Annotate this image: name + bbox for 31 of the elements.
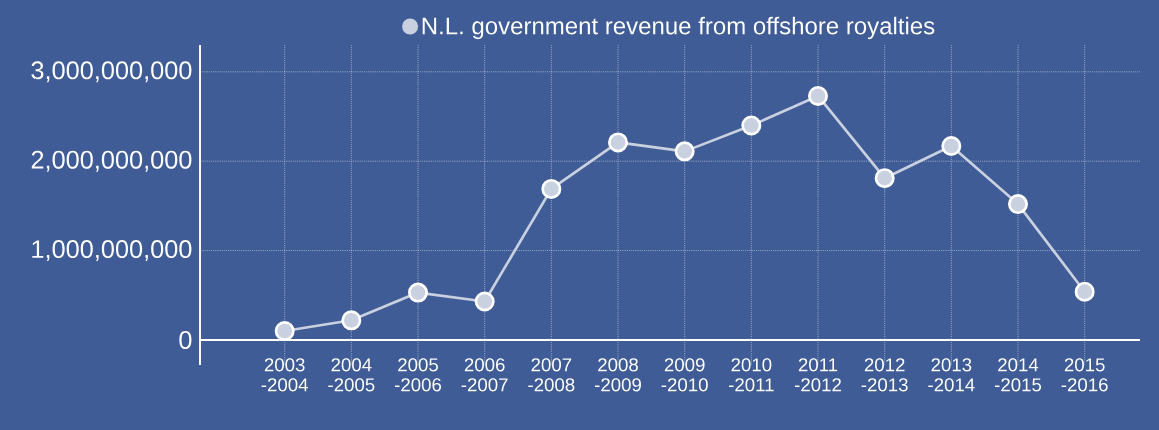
x-tick-label: 2012 -2013 [861, 358, 908, 392]
x-tick-label: 2011 -2012 [794, 358, 841, 392]
point [608, 132, 629, 153]
point [408, 282, 429, 303]
legend-label: N.L. government revenue from offshore royalties [422, 16, 935, 40]
point [274, 321, 295, 342]
x-tick-label: 2009 -2010 [661, 358, 708, 392]
y-tick-label: 0 [179, 331, 192, 349]
point [541, 178, 562, 199]
y-tick-label: 1,000,000,000 [32, 240, 192, 262]
point [808, 85, 829, 106]
point [941, 136, 962, 157]
point [1074, 281, 1095, 302]
x-tick-label: 2010 -2011 [729, 358, 774, 392]
x-tick-label: 2008 -2009 [594, 358, 641, 392]
point [674, 141, 695, 162]
point [341, 310, 362, 331]
x-tick-label: 2004 -2005 [328, 358, 375, 392]
point [474, 291, 495, 312]
y-tick-label: 3,000,000,000 [31, 61, 192, 83]
y-tick-label: 2,000,000,000 [31, 150, 192, 172]
point [1008, 194, 1029, 215]
x-tick-label: 2006 -2007 [461, 358, 508, 392]
point [741, 115, 762, 136]
x-tick-label: 2014 -2015 [994, 358, 1042, 392]
x-tick-label: 2007 -2008 [528, 358, 575, 392]
x-tick-label: 2013 -2014 [928, 358, 975, 392]
x-tick-label: 2005 -2006 [394, 358, 442, 392]
x-tick-label: 2003 -2004 [261, 358, 308, 392]
point [874, 168, 895, 189]
x-tick-label: 2015 -2016 [1061, 358, 1108, 392]
